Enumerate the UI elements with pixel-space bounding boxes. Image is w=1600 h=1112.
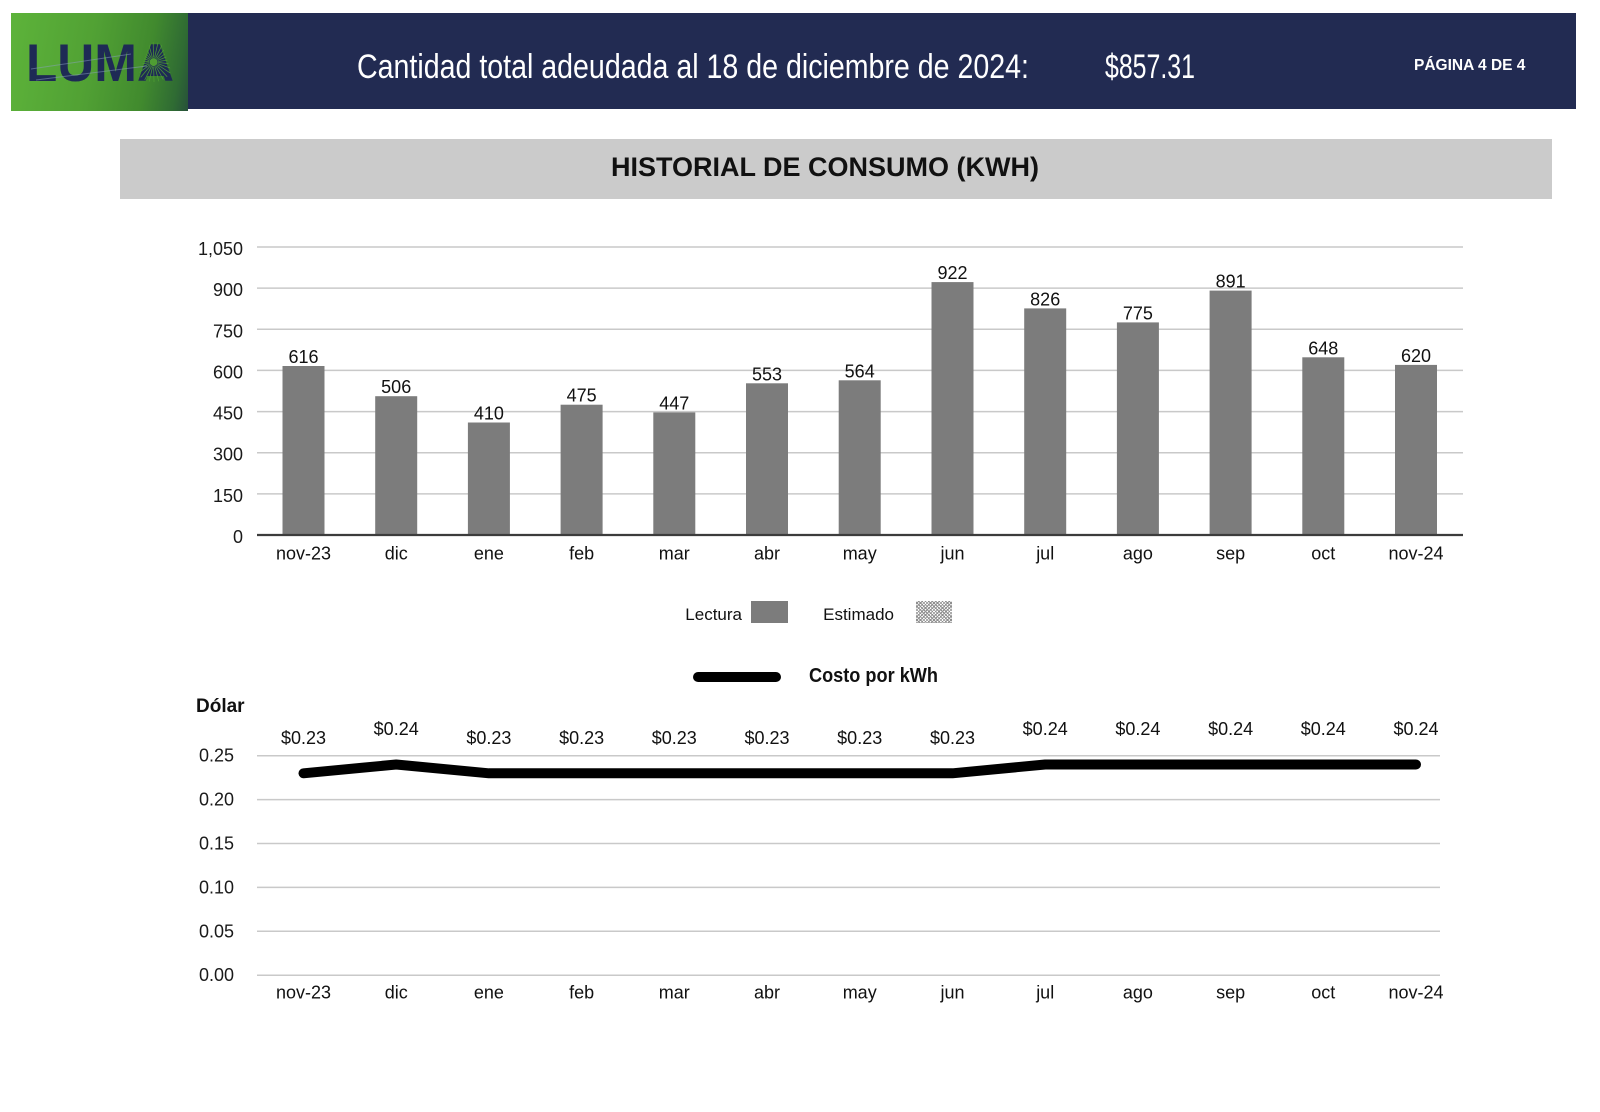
svg-text:891: 891 [1216,272,1246,292]
svg-text:564: 564 [845,361,875,381]
svg-text:$0.24: $0.24 [1023,719,1068,739]
svg-text:feb: feb [569,983,594,1003]
svg-text:ago: ago [1123,983,1153,1003]
svg-text:447: 447 [659,393,689,413]
svg-text:450: 450 [213,404,243,424]
svg-text:616: 616 [288,347,318,367]
svg-text:dic: dic [385,983,408,1003]
svg-text:300: 300 [213,445,243,465]
svg-text:sep: sep [1216,544,1245,564]
svg-text:506: 506 [381,377,411,397]
svg-text:620: 620 [1401,346,1431,366]
svg-text:0: 0 [233,527,243,547]
svg-text:dic: dic [385,544,408,564]
svg-text:$0.24: $0.24 [1115,719,1160,739]
svg-text:$0.23: $0.23 [466,728,511,748]
svg-text:$0.23: $0.23 [744,728,789,748]
svg-text:$0.23: $0.23 [930,728,975,748]
svg-text:0.15: 0.15 [199,834,234,854]
svg-text:648: 648 [1308,338,1338,358]
svg-text:nov-23: nov-23 [276,983,331,1003]
svg-text:ene: ene [474,544,504,564]
svg-text:jul: jul [1035,983,1054,1003]
svg-text:may: may [843,983,877,1003]
svg-text:0.10: 0.10 [199,877,234,897]
svg-text:oct: oct [1311,544,1335,564]
svg-text:$0.23: $0.23 [837,728,882,748]
svg-text:$0.24: $0.24 [1393,719,1438,739]
svg-text:oct: oct [1311,983,1335,1003]
svg-text:nov-24: nov-24 [1388,983,1443,1003]
svg-text:410: 410 [474,404,504,424]
svg-text:0.05: 0.05 [199,921,234,941]
svg-text:0.00: 0.00 [199,965,234,985]
svg-text:jun: jun [939,983,964,1003]
svg-text:$0.23: $0.23 [559,728,604,748]
svg-text:$0.23: $0.23 [652,728,697,748]
svg-text:may: may [843,544,877,564]
svg-text:900: 900 [213,280,243,300]
svg-text:jun: jun [939,544,964,564]
svg-text:abr: abr [754,983,780,1003]
svg-text:775: 775 [1123,303,1153,323]
svg-text:553: 553 [752,364,782,384]
svg-text:150: 150 [213,486,243,506]
svg-text:$0.24: $0.24 [1208,719,1253,739]
svg-text:475: 475 [567,386,597,406]
svg-text:600: 600 [213,362,243,382]
svg-text:nov-23: nov-23 [276,544,331,564]
svg-text:feb: feb [569,544,594,564]
svg-text:jul: jul [1035,544,1054,564]
svg-text:0.20: 0.20 [199,790,234,810]
svg-text:sep: sep [1216,983,1245,1003]
svg-text:$0.24: $0.24 [374,719,419,739]
svg-text:922: 922 [937,263,967,283]
svg-text:0.25: 0.25 [199,746,234,766]
svg-text:826: 826 [1030,289,1060,309]
svg-text:$0.23: $0.23 [281,728,326,748]
svg-text:abr: abr [754,544,780,564]
svg-text:mar: mar [659,983,690,1003]
svg-text:ene: ene [474,983,504,1003]
svg-text:$0.24: $0.24 [1301,719,1346,739]
svg-text:mar: mar [659,544,690,564]
svg-text:ago: ago [1123,544,1153,564]
svg-text:Dólar: Dólar [196,696,245,717]
svg-text:nov-24: nov-24 [1388,544,1443,564]
svg-text:750: 750 [213,321,243,341]
svg-text:1,050: 1,050 [198,239,243,259]
